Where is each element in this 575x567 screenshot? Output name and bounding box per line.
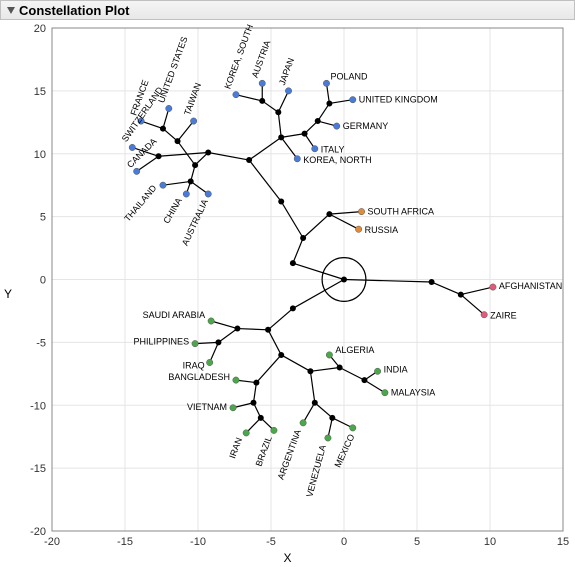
leaf-label: ARGENTINA bbox=[276, 428, 303, 481]
leaf-label: ALGERIA bbox=[335, 345, 374, 355]
svg-text:15: 15 bbox=[557, 536, 569, 548]
svg-text:15: 15 bbox=[34, 86, 46, 98]
leaf-label: SOUTH AFRICA bbox=[368, 207, 435, 217]
svg-text:5: 5 bbox=[414, 536, 420, 548]
y-axis-label: Y bbox=[4, 287, 12, 301]
panel-header[interactable]: Constellation Plot bbox=[0, 0, 575, 20]
leaf-label: VENEZUELA bbox=[304, 444, 328, 498]
plot-svg: -20 -15 -10 -5 0 5 10 15 -20 -15 -10 -5 0 5 10 15 20 AFGH… bbox=[0, 20, 575, 567]
leaf-label: INDIA bbox=[384, 364, 408, 374]
leaf-label: CANADA bbox=[125, 136, 159, 170]
leaf-label: MEXICO bbox=[333, 433, 357, 469]
leaf-label: THAILAND bbox=[122, 183, 159, 224]
leaf-label: GERMANY bbox=[343, 121, 389, 131]
leaf-label: AUSTRALIA bbox=[180, 198, 210, 248]
leaf-label: CHINA bbox=[161, 196, 184, 225]
leaf-label: AFGHANISTAN bbox=[499, 281, 562, 291]
leaf-label: JAPAN bbox=[277, 57, 296, 87]
svg-text:0: 0 bbox=[341, 536, 347, 548]
leaf-label: AUSTRIA bbox=[250, 39, 273, 79]
leaf-label: RUSSIA bbox=[365, 225, 399, 235]
svg-text:20: 20 bbox=[34, 23, 46, 35]
svg-text:-10: -10 bbox=[190, 536, 206, 548]
leaf-label: PHILIPPINES bbox=[134, 337, 190, 347]
leaf-label: BANGLADESH bbox=[168, 372, 230, 382]
leaf-label: MALAYSIA bbox=[391, 388, 435, 398]
x-axis-label: X bbox=[283, 551, 291, 565]
leaf-label: KOREA, SOUTH bbox=[222, 23, 255, 90]
leaf-label: IRAQ bbox=[183, 360, 205, 370]
svg-text:-5: -5 bbox=[36, 337, 46, 349]
svg-text:-5: -5 bbox=[266, 536, 276, 548]
svg-text:0: 0 bbox=[40, 275, 46, 287]
svg-text:-20: -20 bbox=[44, 536, 60, 548]
leaf-label: ITALY bbox=[321, 145, 345, 155]
svg-text:-20: -20 bbox=[30, 526, 46, 538]
svg-text:-10: -10 bbox=[30, 400, 46, 412]
panel-title: Constellation Plot bbox=[19, 3, 130, 18]
leaf-label: IRAN bbox=[227, 436, 244, 460]
leaf-label: SAUDI ARABIA bbox=[143, 310, 206, 320]
svg-text:-15: -15 bbox=[30, 463, 46, 475]
leaf-label: UNITED KINGDOM bbox=[359, 95, 438, 105]
svg-text:-15: -15 bbox=[117, 536, 133, 548]
svg-text:5: 5 bbox=[40, 212, 46, 224]
leaf-label: TAIWAN bbox=[182, 81, 203, 116]
svg-text:10: 10 bbox=[34, 149, 46, 161]
leaf-label: KOREA, NORTH bbox=[303, 155, 371, 165]
disclosure-icon[interactable] bbox=[7, 7, 15, 14]
constellation-plot: Y X -20 -15 -10 -5 0 5 10 15 -20 -15 -10 -5 0 5 10 15 20… bbox=[0, 20, 575, 567]
svg-text:10: 10 bbox=[484, 536, 496, 548]
leaf-label: POLAND bbox=[330, 71, 368, 81]
leaf-label: VIETNAM bbox=[187, 402, 227, 412]
leaf-label: ZAIRE bbox=[490, 311, 517, 321]
